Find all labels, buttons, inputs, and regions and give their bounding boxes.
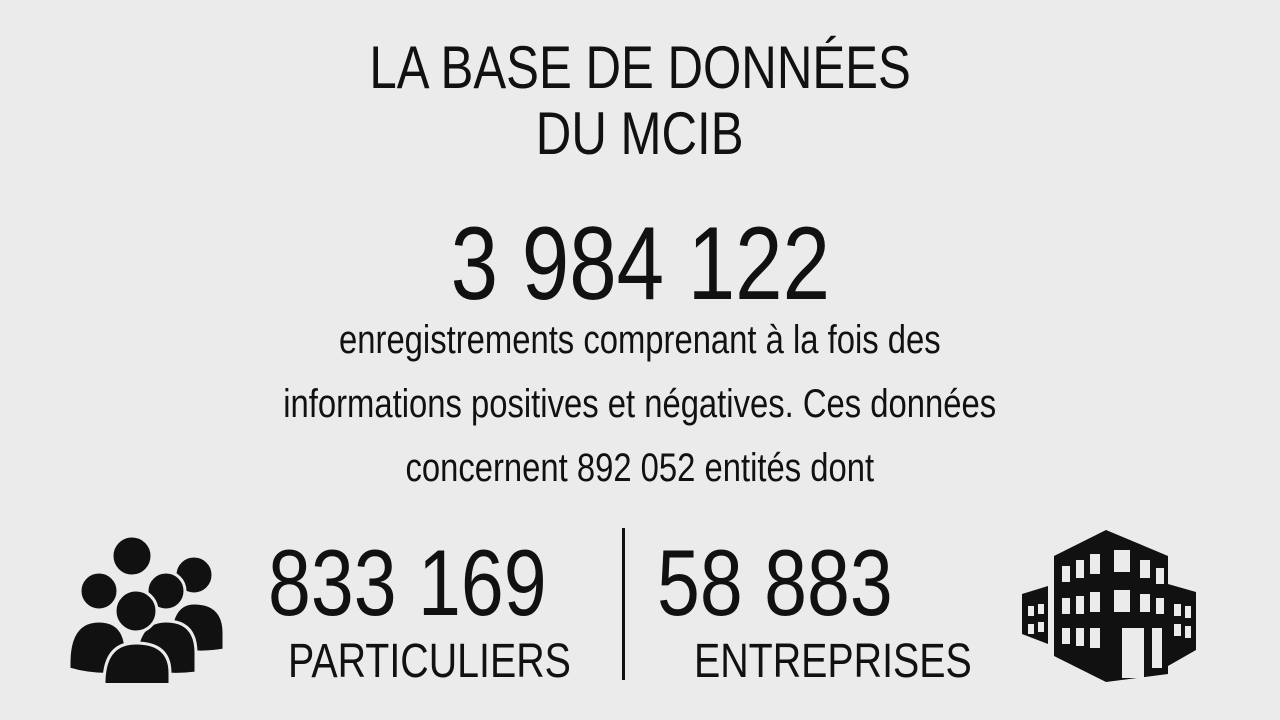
- total-records: 3 984 122: [450, 206, 830, 322]
- description-line-1: enregistrements comprenant à la fois des: [339, 318, 941, 362]
- description-line-2: informations positives et négatives. Ces…: [283, 382, 997, 426]
- individuals-label: PARTICULIERS: [288, 635, 571, 688]
- building-icon: [1022, 530, 1196, 682]
- companies-label: ENTREPRISES: [694, 635, 972, 688]
- divider: [622, 528, 625, 680]
- individuals-count: 833 169: [268, 530, 547, 635]
- people-group-icon: [67, 534, 226, 683]
- companies-count: 58 883: [657, 530, 893, 635]
- title-line-1: LA BASE DE DONNÉES: [369, 34, 911, 101]
- title-line-2: DU MCIB: [536, 100, 744, 167]
- description-line-3: concernent 892 052 entités dont: [405, 446, 875, 490]
